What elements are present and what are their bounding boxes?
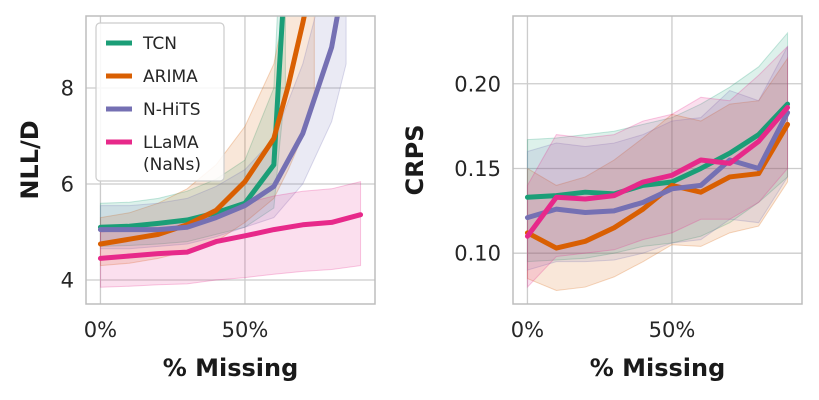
crps-line-llama-nans [524,104,791,239]
legend-label-arima: ARIMA [143,67,198,87]
nll-x-axis-label: % Missing [163,354,299,382]
nll-x-tick-label: 50% [222,318,269,342]
crps-y-axis-label: CRPS [401,125,429,196]
crps-x-tick-label: 0% [511,318,544,342]
crps-line-n-hits [524,110,791,221]
legend: TCN ARIMA N-HiTS LLaMA (NaNs) [95,22,225,182]
crps-y-tick-label: 0.10 [454,242,501,266]
nll-line-arima [97,16,307,247]
crps-chart: 0% 50% 0.10 0.15 0.20 % Missing CRPS [401,15,803,382]
nll-y-tick-label: 6 [61,173,74,197]
crps-uncertainty-bands [526,31,789,291]
nll-y-tick-label: 8 [61,77,74,101]
legend-label-llama-nans: LLaMA (NaNs) [143,133,201,175]
crps-y-tick-label: 0.20 [454,72,501,96]
nll-y-axis-label: NLL/D [16,120,44,199]
nll-line-n-hits [97,16,340,233]
crps-x-tick-label: 50% [649,318,696,342]
crps-line-tcn [524,101,791,200]
nll-x-tick-label: 0% [84,318,117,342]
crps-band-llama-nans [526,45,789,289]
legend-label-tcn: TCN [142,34,177,54]
crps-series-lines [524,101,791,251]
nll-band-n-hits [99,16,347,250]
nll-tick-labels: 0% 50% 4 6 8 [61,77,269,343]
legend-items: TCN ARIMA N-HiTS LLaMA (NaNs) [106,34,201,175]
crps-tick-labels: 0% 50% 0.10 0.15 0.20 [454,72,695,342]
crps-y-tick-label: 0.15 [454,157,501,181]
nll-y-tick-label: 4 [61,269,74,293]
crps-x-axis-label: % Missing [590,354,726,382]
nll-plot-frame [85,15,376,305]
crps-band-tcn [526,31,789,263]
legend-label-n-hits: N-HiTS [143,100,201,120]
nll-series-lines [97,16,364,261]
nll-chart: 0% 50% 4 6 8 % Missing NLL/D TCN ARIMA N-HiTS L… [16,15,376,382]
crps-band-arima [526,56,789,291]
crps-plot-frame [512,15,803,305]
nll-line-llama-nans [97,212,364,261]
